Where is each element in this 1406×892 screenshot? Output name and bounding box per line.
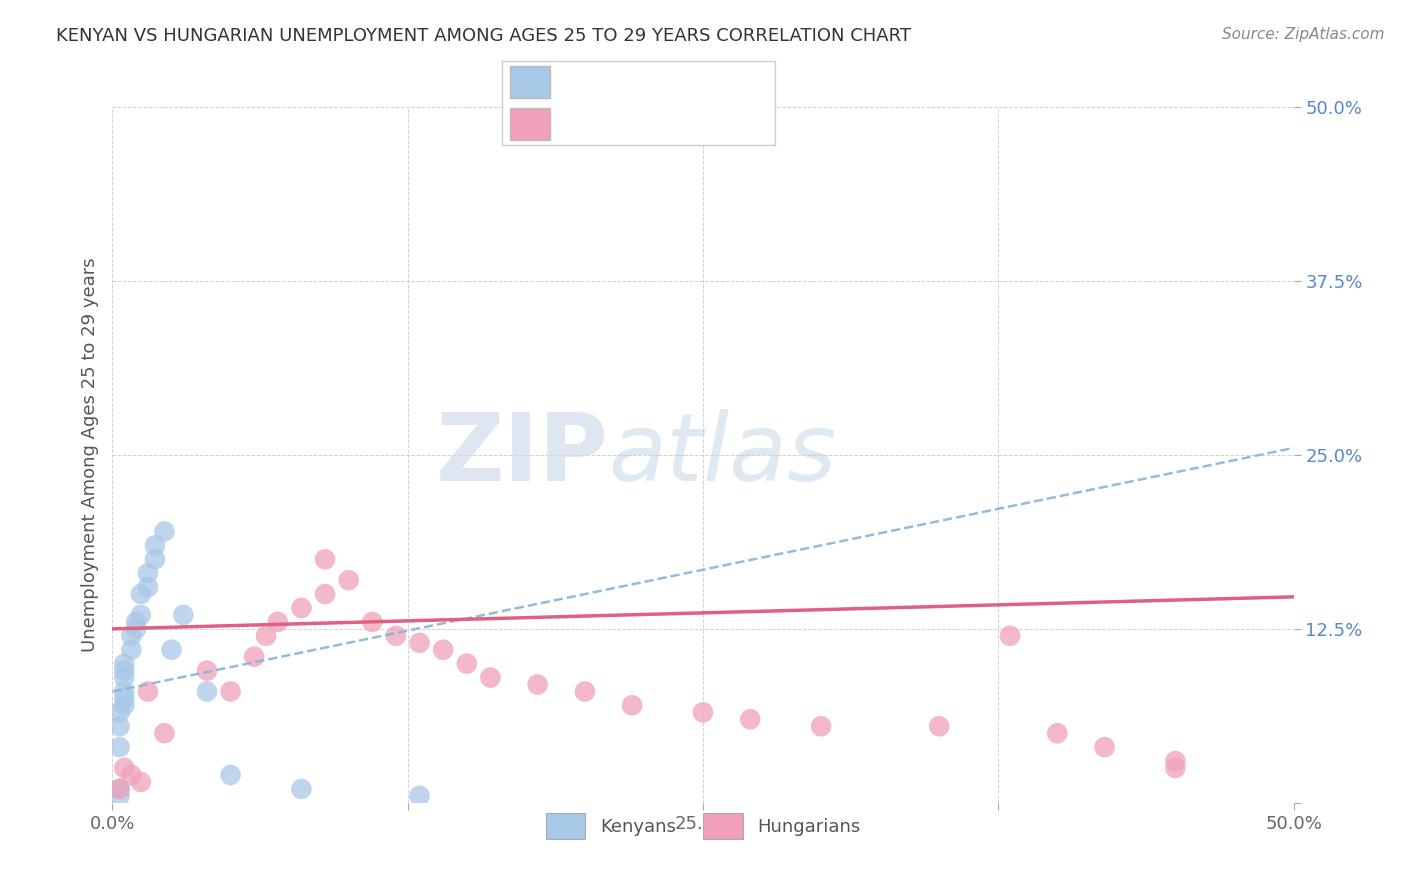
Point <box>290 601 312 615</box>
Point <box>385 629 408 643</box>
Point <box>108 740 131 755</box>
Point <box>574 684 596 698</box>
Y-axis label: Unemployment Among Ages 25 to 29 years: Unemployment Among Ages 25 to 29 years <box>80 258 98 652</box>
Point <box>112 671 135 685</box>
Point <box>136 580 159 594</box>
Point <box>219 684 242 698</box>
Point <box>998 629 1021 643</box>
Point <box>1094 740 1116 755</box>
Point <box>160 642 183 657</box>
Point <box>1164 754 1187 768</box>
Text: 33: 33 <box>718 114 742 132</box>
Point <box>108 781 131 796</box>
Point <box>314 587 336 601</box>
Text: KENYAN VS HUNGARIAN UNEMPLOYMENT AMONG AGES 25 TO 29 YEARS CORRELATION CHART: KENYAN VS HUNGARIAN UNEMPLOYMENT AMONG A… <box>56 27 911 45</box>
Point <box>143 552 166 566</box>
Text: 28: 28 <box>718 73 741 91</box>
Point <box>254 629 277 643</box>
Text: N =: N = <box>673 73 704 91</box>
Point <box>143 538 166 552</box>
Point <box>125 622 148 636</box>
Point <box>120 629 142 643</box>
FancyBboxPatch shape <box>510 108 550 140</box>
Point <box>1046 726 1069 740</box>
Point <box>129 607 152 622</box>
Point <box>337 573 360 587</box>
Point <box>112 657 135 671</box>
Point <box>108 781 131 796</box>
Point <box>108 706 131 720</box>
Point <box>112 684 135 698</box>
Point <box>1164 761 1187 775</box>
Legend: Kenyans, Hungarians: Kenyans, Hungarians <box>538 806 868 846</box>
Point <box>219 768 242 782</box>
Point <box>172 607 194 622</box>
Point <box>112 691 135 706</box>
Point <box>153 726 176 740</box>
Point <box>129 587 152 601</box>
Point <box>456 657 478 671</box>
Point <box>621 698 644 713</box>
Point <box>112 698 135 713</box>
FancyBboxPatch shape <box>502 61 775 145</box>
Point <box>195 684 218 698</box>
Point <box>432 642 454 657</box>
Point <box>526 677 548 691</box>
Point <box>740 712 762 726</box>
Point <box>125 615 148 629</box>
Text: N =: N = <box>673 114 704 132</box>
Point <box>195 664 218 678</box>
Text: 0.156: 0.156 <box>603 73 655 91</box>
Point <box>136 684 159 698</box>
Point <box>408 636 430 650</box>
Point <box>112 664 135 678</box>
Point <box>928 719 950 733</box>
Point <box>810 719 832 733</box>
Point <box>408 789 430 803</box>
Point <box>112 761 135 775</box>
Point <box>290 781 312 796</box>
Text: atlas: atlas <box>609 409 837 500</box>
Point <box>314 552 336 566</box>
Point <box>108 719 131 733</box>
Text: R =: R = <box>561 73 592 91</box>
Point <box>129 775 152 789</box>
Point <box>692 706 714 720</box>
Point <box>361 615 384 629</box>
Text: ZIP: ZIP <box>436 409 609 501</box>
Text: Source: ZipAtlas.com: Source: ZipAtlas.com <box>1222 27 1385 42</box>
FancyBboxPatch shape <box>510 66 550 98</box>
Text: 0.084: 0.084 <box>603 114 655 132</box>
Point <box>120 642 142 657</box>
Point <box>243 649 266 664</box>
Point <box>153 524 176 539</box>
Point <box>136 566 159 581</box>
Point <box>108 789 131 803</box>
Text: R =: R = <box>561 114 592 132</box>
Point <box>479 671 502 685</box>
Point <box>120 768 142 782</box>
Point <box>267 615 290 629</box>
